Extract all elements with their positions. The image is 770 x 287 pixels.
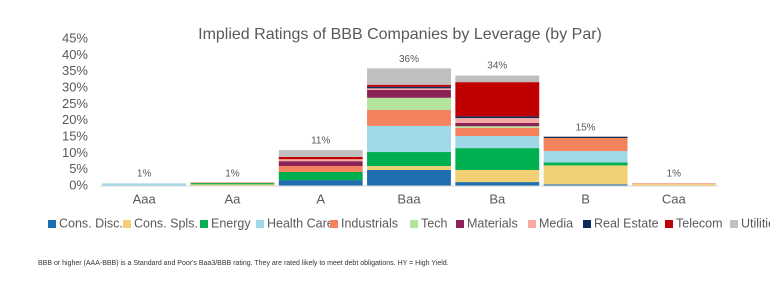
bar-segment [367,152,451,167]
total-label: 34% [487,61,507,72]
bar-segment [543,151,628,163]
x-tick-label: Aaa [133,191,157,206]
legend-marker [665,220,673,228]
chart-title: Implied Ratings of BBB Companies by Leve… [198,26,602,43]
y-tick-label: 45% [62,30,88,45]
legend-marker [256,220,264,228]
total-label: 1% [137,168,152,179]
bar-segment [455,118,540,123]
total-label: 11% [311,136,330,147]
bar-segment [367,169,451,186]
legend-label: Telecom [676,216,723,230]
bar-segment [367,166,451,170]
bar-segment [543,162,628,166]
legend-marker [123,220,131,228]
total-label: 1% [225,168,240,179]
legend-label: Cons. Disc. [59,216,123,230]
x-tick-label: Aa [224,191,241,206]
bar-segment [190,182,275,184]
legend-marker [48,220,56,228]
legend-label: Tech [421,216,447,230]
y-tick-label: 5% [69,161,88,176]
legend-label: Energy [211,216,251,230]
y-tick-label: 40% [62,47,88,62]
legend-marker [410,220,418,228]
bar-segment [367,125,451,153]
legend-label: Industrials [341,216,398,230]
bar-segment [455,82,540,117]
bar-segment [190,184,275,186]
legend-label: Real Estate [594,216,659,230]
bar-segment [543,136,628,137]
bar-segment [631,183,716,185]
y-tick-label: 20% [62,112,88,127]
bar-segment [367,88,451,90]
bar-segment [631,184,716,186]
total-label: 36% [399,54,419,65]
x-tick-label: B [581,191,590,206]
legend-marker [456,220,464,228]
bar-segment [455,122,540,127]
footnote: BBB or higher (AAA-BBB) is a Standard an… [38,260,449,267]
y-tick-label: 30% [62,79,88,94]
bar-segment [278,171,363,181]
legend-label: Health Care [267,216,334,230]
legend-marker [583,220,591,228]
bar-segment [278,166,363,172]
bar-segment [367,68,451,85]
bar-segment [278,159,363,162]
y-tick-label: 0% [69,177,88,192]
bar-segment [455,169,540,183]
y-tick-label: 10% [62,145,88,160]
bar-segment [543,137,628,138]
x-tick-label: A [316,191,325,206]
bar-segment [455,116,540,119]
legend-label: Utilities [741,216,770,230]
x-tick-label: Baa [397,191,421,206]
bar-segment [278,161,363,167]
bar-segment [543,137,628,152]
y-tick-label: 15% [62,128,88,143]
legend-marker [330,220,338,228]
legend-label: Media [539,216,573,230]
bar-segment [455,182,540,186]
bar-segment [543,184,628,186]
bar-segment [455,127,540,137]
bar-segment [367,84,451,87]
legend-label: Materials [467,216,518,230]
bar-segment [278,150,363,157]
bar-segment [455,126,540,128]
bar-segment [190,183,275,185]
bar-segment [543,165,628,185]
x-tick-label: Ba [489,191,506,206]
bar-segment [367,97,451,110]
bar-segment [278,180,363,186]
bar-segment [102,183,187,186]
total-label: 1% [667,168,682,179]
legend-marker [200,220,208,228]
legend-marker [528,220,536,228]
bar-segment [278,156,363,160]
x-tick-label: Caa [662,191,687,206]
bar-segment [367,86,451,89]
bar-segment [367,89,451,98]
bar-segment [455,148,540,170]
bar-segment [455,136,540,149]
legend-label: Cons. Spls. [134,216,198,230]
bar-segment [455,75,540,83]
y-tick-label: 35% [62,63,88,78]
bar-segment [367,109,451,126]
total-label: 15% [576,123,596,134]
legend-marker [730,220,738,228]
y-tick-label: 25% [62,96,88,111]
